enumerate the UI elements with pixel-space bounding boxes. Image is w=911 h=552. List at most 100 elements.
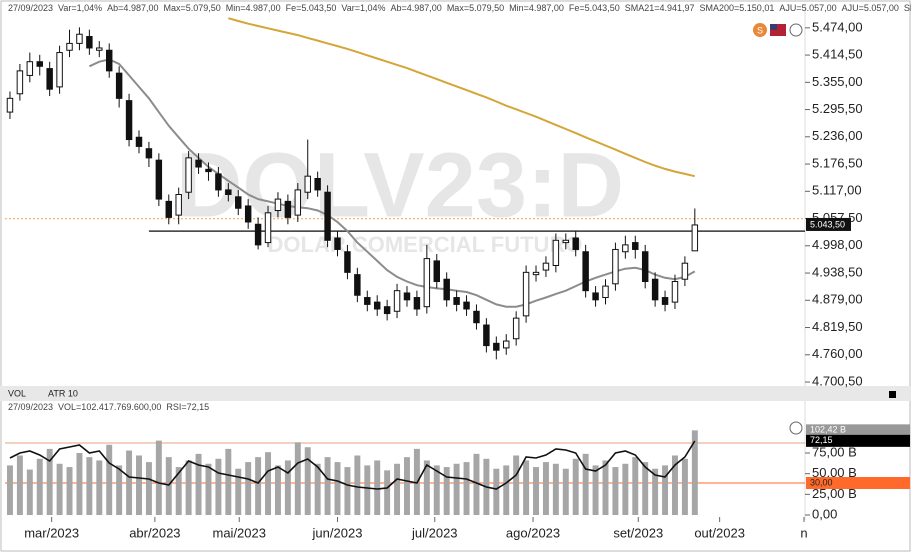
candle-body xyxy=(483,324,490,347)
volume-bar xyxy=(384,470,391,515)
candle-body xyxy=(56,52,63,88)
volume-bar xyxy=(136,455,142,515)
volume-bar xyxy=(215,458,222,515)
volume-bar xyxy=(86,457,93,515)
last-price-label: 5.043,50 xyxy=(810,219,845,229)
volume-bar xyxy=(622,463,629,515)
y-tick-label: 5.355,00 xyxy=(812,74,863,89)
candle-body xyxy=(96,47,103,51)
candle-body xyxy=(641,251,649,283)
volume-bar xyxy=(602,460,609,515)
candle-body xyxy=(463,301,470,310)
candle-body xyxy=(135,136,143,147)
candle-body xyxy=(284,200,292,218)
header-item: SMA21=4.941,97 xyxy=(625,3,695,13)
x-tick-label: n xyxy=(800,525,807,540)
candle-body xyxy=(334,237,341,250)
volume-bar xyxy=(582,453,589,515)
moving-average-line xyxy=(228,17,696,178)
volume-bar xyxy=(16,455,23,515)
watermark-subtitle: DOLAR COMERCIAL FUTURO xyxy=(268,232,583,257)
candle-body xyxy=(304,175,311,193)
candle-body xyxy=(373,301,381,310)
candle-body xyxy=(612,248,619,285)
volume-bar xyxy=(255,457,262,515)
volume-bar xyxy=(334,462,341,515)
candle-body xyxy=(324,191,331,241)
volume-bar xyxy=(632,457,639,515)
candle-body xyxy=(393,290,401,312)
rsi-level-box xyxy=(806,477,910,489)
header-item: Var=1,04% xyxy=(341,3,385,13)
y-tick-label: 5.295,50 xyxy=(812,101,863,116)
candle-body xyxy=(185,157,192,193)
volume-bar xyxy=(284,460,291,515)
candle-body xyxy=(195,159,202,168)
candle-body xyxy=(532,271,540,276)
x-tick-label: out/2023 xyxy=(694,525,745,540)
volume-bar xyxy=(66,467,73,515)
candle-body xyxy=(155,159,163,200)
volume-bar xyxy=(46,448,53,515)
volume-bar xyxy=(56,463,63,515)
y-tick-label: 4.938,50 xyxy=(812,264,863,279)
volume-bar xyxy=(423,460,430,515)
candle-body xyxy=(175,194,182,216)
moving-average-line xyxy=(88,58,696,308)
volume-bar xyxy=(265,452,272,515)
candle-body xyxy=(443,278,450,301)
symbol-icon[interactable] xyxy=(753,23,767,37)
candle-body xyxy=(661,297,669,305)
nav-button[interactable] xyxy=(789,421,803,435)
x-tick-label: mai/2023 xyxy=(213,525,266,540)
volume-bar xyxy=(96,460,103,515)
y-tick-label: 4.879,00 xyxy=(812,292,863,307)
panel-button[interactable] xyxy=(889,391,896,398)
indicator-tab[interactable]: VOL xyxy=(8,388,26,398)
volume-bar xyxy=(175,467,182,515)
symbol-icon-letter: S xyxy=(757,25,763,35)
volume-bar xyxy=(374,460,381,515)
nav-button[interactable] xyxy=(789,23,803,37)
volume-bar xyxy=(681,458,688,515)
last-price-box xyxy=(806,217,851,231)
volume-bar xyxy=(671,455,678,515)
indicator-tab[interactable]: ATR 10 xyxy=(48,388,78,398)
volume-bar xyxy=(304,447,311,515)
candle-body xyxy=(383,306,391,315)
candle-body xyxy=(493,342,500,351)
volume-bar xyxy=(6,465,13,515)
candle-body xyxy=(562,239,570,244)
y-tick-label: 4.700,50 xyxy=(812,373,863,388)
rsi-level-label: 30,00 xyxy=(810,477,833,487)
x-tick-label: set/2023 xyxy=(613,525,663,540)
volume-bar xyxy=(106,444,113,515)
candle-body xyxy=(205,168,212,173)
volume-bar xyxy=(294,442,301,515)
y-tick-label: 25,00 B xyxy=(812,486,857,501)
plot-layer: 27/09/2023 Var=1,04% Ab=4.987,00 Max=5.079,… xyxy=(5,3,911,540)
x-tick-label: mar/2023 xyxy=(24,525,79,540)
volume-bar xyxy=(126,450,133,515)
candle-body xyxy=(632,242,639,250)
volume-bar xyxy=(642,462,649,515)
candle-body xyxy=(165,200,173,218)
header-item: SMA200=5.150,01 xyxy=(700,3,775,13)
volume-bar xyxy=(145,462,152,515)
volume-bar xyxy=(463,462,470,515)
header-item: Var=1,04% xyxy=(58,3,102,13)
volume-last-label: 102,42 B xyxy=(810,425,846,435)
candle-body xyxy=(512,317,520,340)
candle-body xyxy=(215,173,222,191)
header-item: Max=5.079,50 xyxy=(447,3,504,13)
candle-body xyxy=(691,224,699,252)
candle-body xyxy=(6,97,14,113)
candle-body xyxy=(225,189,232,196)
volume-bar xyxy=(433,465,440,515)
volume-bar xyxy=(225,448,232,515)
candle-body xyxy=(522,271,530,317)
candle-body xyxy=(582,251,589,292)
header-item: SMA8=4.93 xyxy=(904,3,911,13)
candle-body xyxy=(453,297,460,305)
